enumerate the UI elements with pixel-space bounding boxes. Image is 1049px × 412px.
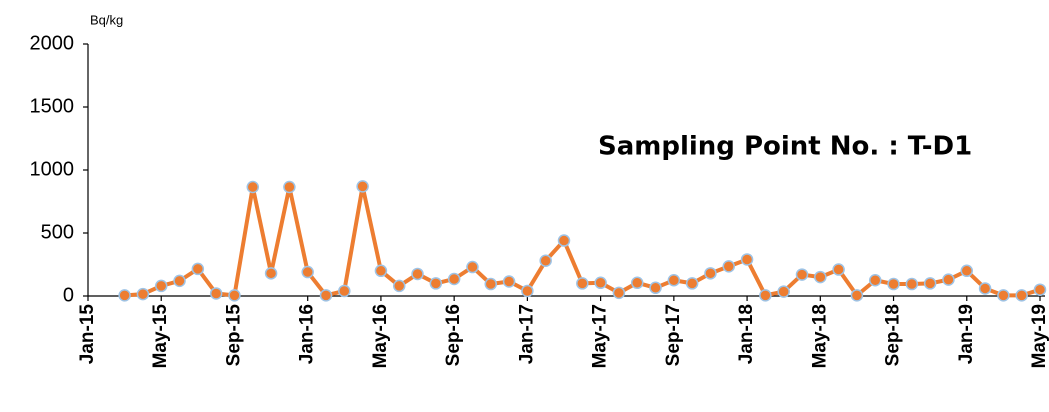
y-tick-label: 500: [41, 221, 74, 243]
data-point: [429, 277, 443, 290]
data-point: [557, 234, 571, 247]
data-point: [356, 180, 369, 193]
x-tick-label: May-19: [1029, 304, 1049, 368]
data-point: [118, 289, 131, 302]
data-point: [191, 262, 205, 276]
x-tick-label: Jan-18: [736, 304, 757, 364]
x-tick-label: Jan-16: [297, 304, 318, 364]
data-point: [777, 285, 790, 298]
y-tick-label: 1000: [30, 158, 75, 180]
data-point: [246, 180, 260, 194]
x-tick-label: Sep-18: [883, 304, 904, 366]
x-tick-label: Sep-15: [223, 304, 244, 367]
data-point: [319, 289, 333, 302]
data-point: [905, 277, 919, 291]
x-tick-label: Jan-15: [77, 304, 98, 365]
x-tick-label: May-16: [370, 304, 391, 368]
data-point: [685, 277, 699, 290]
data-point: [521, 284, 534, 298]
data-point: [392, 279, 406, 293]
data-point: [264, 267, 278, 280]
data-point: [576, 277, 589, 290]
data-point: [997, 289, 1010, 302]
data-point: [887, 277, 900, 291]
data-point: [173, 274, 186, 288]
data-point: [484, 277, 498, 291]
x-tick-label: May-18: [809, 304, 830, 368]
x-tick-label: May-15: [150, 304, 171, 369]
data-point: [942, 273, 955, 286]
data-point: [447, 272, 461, 286]
data-point: [850, 289, 864, 302]
data-point: [228, 289, 241, 302]
data-point: [814, 270, 827, 284]
data-point: [594, 276, 607, 290]
data-point: [136, 287, 150, 301]
data-point: [978, 282, 992, 295]
data-point: [960, 264, 974, 278]
y-tick-label: 1500: [30, 95, 75, 117]
data-point: [338, 284, 351, 298]
data-point: [1015, 289, 1028, 302]
data-point: [154, 279, 168, 293]
data-point: [301, 265, 314, 279]
data-point: [1033, 283, 1047, 296]
x-tick-label: Sep-17: [663, 304, 684, 366]
data-point: [466, 260, 479, 274]
y-tick-label: 0: [63, 284, 74, 306]
data-point: [209, 287, 223, 300]
data-point: [502, 275, 516, 288]
data-point: [667, 274, 681, 287]
data-point: [283, 180, 296, 194]
data-point: [649, 281, 662, 295]
data-point: [539, 254, 552, 267]
data-point: [411, 267, 424, 281]
data-point: [630, 276, 644, 290]
data-point: [923, 277, 937, 290]
x-tick-label: May-17: [590, 304, 611, 368]
data-point: [704, 267, 717, 280]
y-tick-label: 2000: [30, 32, 75, 54]
data-point: [795, 268, 809, 281]
data-point: [740, 253, 754, 266]
x-tick-label: Sep-16: [443, 304, 464, 366]
data-point: [612, 286, 626, 300]
data-point: [868, 274, 882, 287]
data-point: [832, 263, 845, 276]
x-tick-label: Jan-19: [956, 304, 977, 364]
data-point: [722, 260, 736, 273]
x-tick-label: Jan-17: [516, 304, 537, 364]
y-axis-unit: Bq/kg: [90, 12, 123, 27]
chart-title: Sampling Point No. : T-D1: [598, 132, 972, 162]
data-point: [374, 264, 388, 278]
data-point: [759, 289, 772, 302]
